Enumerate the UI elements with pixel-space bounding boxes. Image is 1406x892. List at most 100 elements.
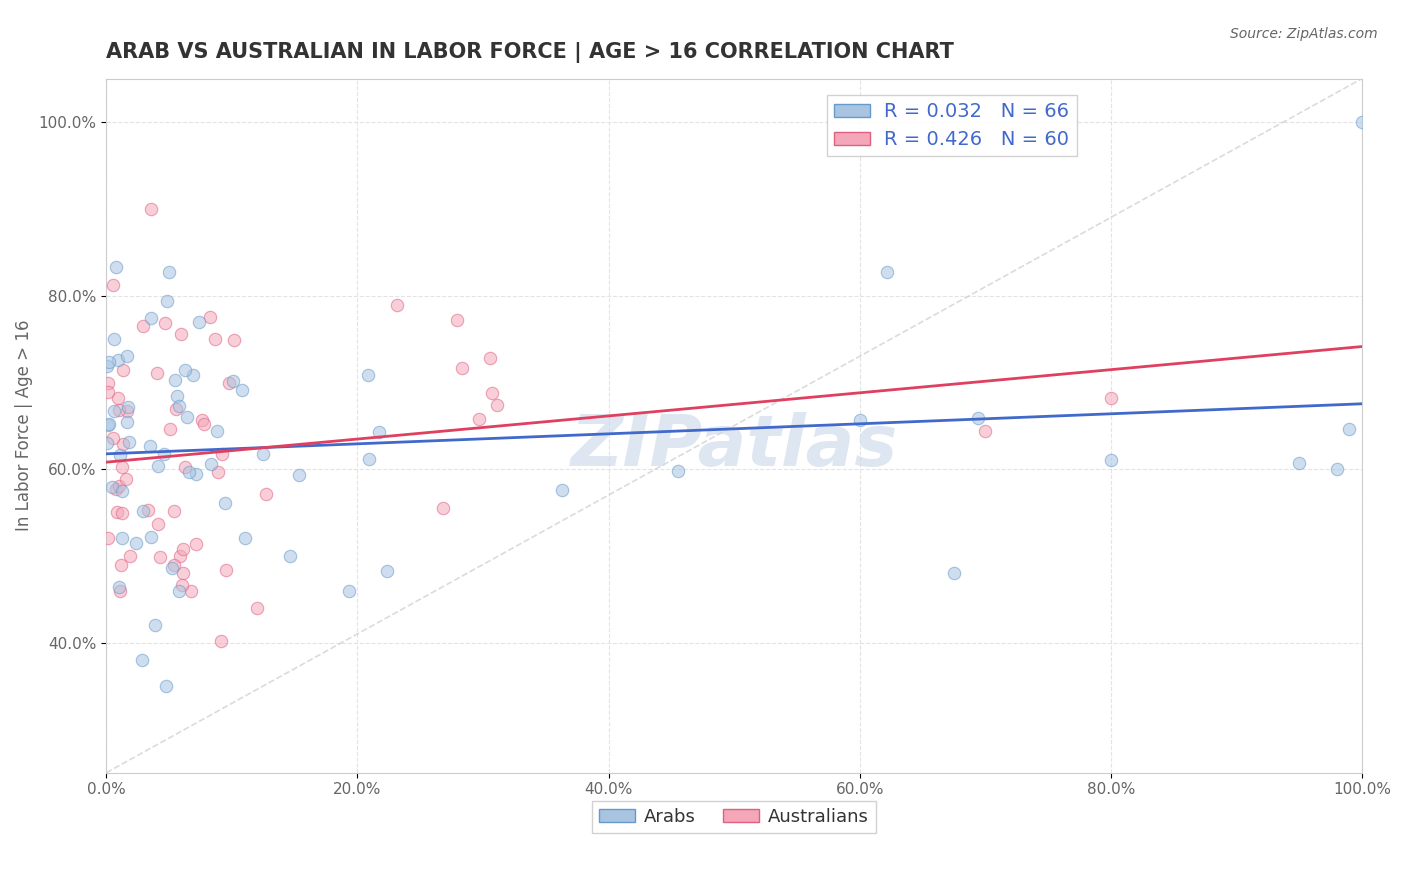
- Point: [148, 459, 170, 474]
- Point: [432, 501, 454, 516]
- Point: [481, 385, 503, 400]
- Point: [172, 541, 194, 556]
- Point: [1351, 115, 1374, 129]
- Point: [215, 563, 238, 577]
- Point: [233, 532, 256, 546]
- Point: [97, 532, 120, 546]
- Point: [146, 516, 169, 531]
- Point: [848, 413, 870, 427]
- Point: [120, 549, 142, 563]
- Point: [163, 504, 186, 518]
- Point: [108, 448, 131, 462]
- Point: [167, 399, 190, 413]
- Point: [155, 316, 177, 330]
- Point: [278, 549, 301, 563]
- Point: [184, 537, 207, 551]
- Point: [107, 353, 129, 368]
- Point: [1099, 453, 1122, 467]
- Point: [156, 293, 179, 308]
- Point: [111, 363, 134, 377]
- Point: [204, 332, 226, 346]
- Point: [200, 457, 222, 471]
- Point: [222, 374, 245, 388]
- Point: [666, 464, 689, 478]
- Point: [97, 417, 120, 432]
- Point: [967, 411, 990, 425]
- Point: [115, 349, 138, 363]
- Point: [193, 417, 215, 431]
- Point: [468, 412, 491, 426]
- Point: [101, 480, 124, 494]
- Point: [1288, 456, 1310, 470]
- Point: [162, 560, 184, 574]
- Point: [104, 260, 127, 275]
- Point: [974, 425, 997, 439]
- Point: [132, 318, 155, 333]
- Point: [114, 472, 136, 486]
- Point: [141, 310, 163, 325]
- Point: [180, 583, 202, 598]
- Point: [96, 436, 118, 450]
- Point: [181, 368, 204, 382]
- Point: [132, 504, 155, 518]
- Point: [357, 368, 380, 382]
- Point: [167, 583, 190, 598]
- Text: Source: ZipAtlas.com: Source: ZipAtlas.com: [1230, 27, 1378, 41]
- Point: [165, 373, 187, 387]
- Point: [337, 583, 360, 598]
- Point: [479, 351, 502, 365]
- Y-axis label: In Labor Force | Age > 16: In Labor Force | Age > 16: [15, 320, 32, 532]
- Point: [198, 310, 221, 324]
- Point: [149, 549, 172, 564]
- Point: [108, 580, 131, 594]
- Point: [446, 312, 468, 326]
- Point: [288, 468, 311, 483]
- Point: [184, 467, 207, 481]
- Point: [111, 459, 134, 474]
- Point: [155, 679, 177, 693]
- Point: [105, 482, 128, 496]
- Point: [159, 422, 181, 436]
- Point: [107, 479, 129, 493]
- Point: [131, 653, 153, 667]
- Point: [367, 425, 389, 440]
- Point: [145, 618, 167, 632]
- Point: [174, 363, 197, 377]
- Point: [108, 583, 131, 598]
- Point: [107, 391, 129, 405]
- Point: [157, 265, 180, 279]
- Point: [174, 460, 197, 475]
- Point: [117, 400, 139, 414]
- Point: [112, 437, 135, 451]
- Point: [105, 505, 128, 519]
- Point: [942, 566, 965, 581]
- Point: [205, 424, 228, 438]
- Point: [876, 265, 898, 279]
- Point: [139, 202, 162, 216]
- Point: [153, 447, 176, 461]
- Point: [138, 440, 160, 454]
- Point: [231, 383, 253, 397]
- Point: [118, 435, 141, 450]
- Point: [101, 278, 124, 293]
- Point: [169, 549, 191, 563]
- Point: [357, 452, 380, 467]
- Point: [176, 409, 198, 424]
- Point: [98, 355, 121, 369]
- Point: [177, 465, 200, 479]
- Point: [1326, 462, 1348, 476]
- Point: [136, 502, 159, 516]
- Point: [111, 532, 134, 546]
- Point: [146, 367, 169, 381]
- Point: [165, 401, 187, 416]
- Point: [117, 403, 139, 417]
- Point: [96, 359, 118, 373]
- Point: [107, 403, 129, 417]
- Point: [222, 333, 245, 347]
- Point: [172, 566, 194, 581]
- Point: [254, 487, 277, 501]
- Point: [209, 633, 232, 648]
- Point: [450, 360, 472, 375]
- Point: [162, 558, 184, 573]
- Point: [97, 384, 120, 399]
